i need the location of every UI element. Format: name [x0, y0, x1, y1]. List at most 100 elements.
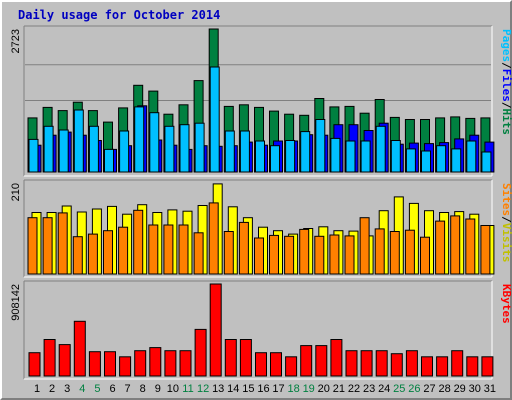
sites-bar-day-17 — [269, 234, 279, 275]
kbytes-bar-day-2 — [43, 339, 56, 377]
chart-title: Daily usage for October 2014 — [18, 8, 220, 22]
kbytes-bar-day-1 — [28, 352, 41, 377]
sites-bar-day-14 — [223, 231, 234, 275]
pages-bar-day-26 — [405, 148, 416, 173]
kbytes-bar-day-25 — [390, 353, 403, 377]
x-tick-label: 31 — [484, 383, 496, 395]
y-axis-max-label: 210 — [10, 183, 22, 201]
kbytes-bar-day-9 — [149, 347, 162, 377]
x-tick-label: 2 — [49, 383, 55, 395]
sites-bar-day-10 — [163, 224, 174, 275]
x-tick-label: 10 — [167, 383, 179, 395]
kbytes-bar-day-6 — [104, 351, 116, 377]
pages-bar-day-11 — [179, 124, 190, 173]
kbytes-bar-day-22 — [345, 350, 358, 377]
pages-bar-day-25 — [390, 140, 401, 173]
x-tick-label: 25 — [393, 383, 405, 395]
sites-bar-day-30 — [465, 218, 476, 275]
y-axis-max-label: 908142 — [10, 284, 22, 321]
legend-entry: Visits — [500, 223, 512, 263]
x-tick-label: 1 — [34, 383, 40, 395]
pages-bar-day-28 — [436, 145, 447, 173]
sites-bar-day-22 — [344, 235, 355, 275]
legend-entry: / — [500, 62, 512, 69]
legend-entry: / — [500, 102, 512, 109]
x-tick-label: 21 — [333, 383, 345, 395]
pages-bar-day-6 — [104, 148, 114, 173]
sites-bar-day-27 — [420, 236, 430, 275]
x-tick-label: 5 — [94, 383, 100, 395]
sites-bar-day-7 — [118, 226, 129, 275]
pages-bar-day-13 — [209, 66, 220, 173]
kbytes-bar-day-24 — [375, 350, 388, 377]
pages-bar-day-7 — [119, 130, 130, 173]
x-axis-labels: 1 2 3 4 5 6 7 8 9 10 11 12 13 14 15 16 17 18 19 20 21 22 23 24 2… — [34, 383, 496, 395]
pages-bar-day-20 — [315, 119, 326, 173]
sites-bar-day-23 — [359, 217, 370, 275]
kbytes-bar-day-20 — [315, 345, 328, 377]
x-tick-label: 17 — [272, 383, 284, 395]
x-tick-label: 14 — [227, 383, 239, 395]
kbytes-bar-day-8 — [134, 350, 147, 377]
kbytes-bar-day-15 — [239, 339, 252, 377]
x-tick-label: 6 — [109, 383, 115, 395]
legend-label: KBytes — [500, 284, 512, 324]
pages-bar-day-14 — [224, 130, 235, 173]
pages-bar-day-12 — [194, 122, 205, 173]
x-tick-label: 8 — [140, 383, 146, 395]
pages-bar-day-21 — [330, 137, 341, 173]
x-tick-label: 18 — [287, 383, 299, 395]
sites-bar-day-26 — [404, 229, 415, 275]
legend-label: Pages/Files/Hits — [500, 29, 512, 135]
x-tick-label: 13 — [212, 383, 224, 395]
sites-bar-day-19 — [299, 228, 310, 275]
x-tick-label: 27 — [423, 383, 435, 395]
kbytes-bar-day-4 — [73, 320, 86, 377]
x-tick-label: 4 — [79, 383, 85, 395]
kbytes-bar-day-31 — [481, 356, 494, 377]
sites-bar-day-3 — [57, 212, 68, 275]
pages-bar-day-18 — [285, 140, 296, 173]
sites-bar-day-31 — [480, 225, 491, 275]
sites-bar-day-6 — [103, 230, 113, 275]
sites-bar-day-5 — [87, 233, 98, 275]
legend-entry: KBytes — [500, 284, 512, 324]
sites-bar-day-8 — [133, 209, 144, 275]
kbytes-bar-day-18 — [285, 356, 298, 377]
kbytes-bar-day-13 — [209, 283, 222, 377]
kbytes-bar-day-21 — [330, 339, 343, 377]
legend-entry: / — [500, 216, 512, 223]
sites-bar-day-29 — [450, 215, 461, 275]
pages-bar-day-2 — [43, 125, 54, 173]
pages-bar-day-22 — [345, 140, 356, 173]
x-tick-label: 19 — [303, 383, 315, 395]
legend-entry: Files — [500, 69, 512, 102]
kbytes-bar-day-29 — [451, 350, 464, 377]
x-tick-label: 24 — [378, 383, 390, 395]
sites-bar-day-13 — [208, 202, 219, 275]
pages-bar-day-19 — [300, 131, 311, 173]
panel-1: 2723 Pages/Files/Hits — [10, 25, 512, 177]
sites-bar-day-24 — [374, 228, 385, 275]
panel-3: 908142 KBytes — [10, 280, 512, 380]
x-tick-label: 3 — [64, 383, 70, 395]
pages-bar-day-15 — [239, 130, 250, 173]
sites-bar-day-16 — [254, 237, 264, 275]
sites-bar-day-12 — [193, 232, 204, 275]
kbytes-bar-day-27 — [421, 356, 433, 377]
pages-bar-day-24 — [375, 125, 386, 173]
x-tick-label: 20 — [318, 383, 330, 395]
pages-bar-day-9 — [149, 112, 160, 173]
x-tick-label: 9 — [155, 383, 161, 395]
pages-bar-day-30 — [466, 140, 477, 173]
pages-bar-day-3 — [58, 129, 69, 173]
legend-entry: Pages — [500, 29, 512, 62]
x-tick-label: 29 — [454, 383, 466, 395]
kbytes-bar-day-28 — [436, 356, 449, 377]
panel-2: 210 Sites/Visits — [10, 179, 512, 278]
pages-bar-day-16 — [255, 140, 265, 173]
x-tick-label: 28 — [438, 383, 450, 395]
pages-bar-day-29 — [451, 148, 462, 173]
